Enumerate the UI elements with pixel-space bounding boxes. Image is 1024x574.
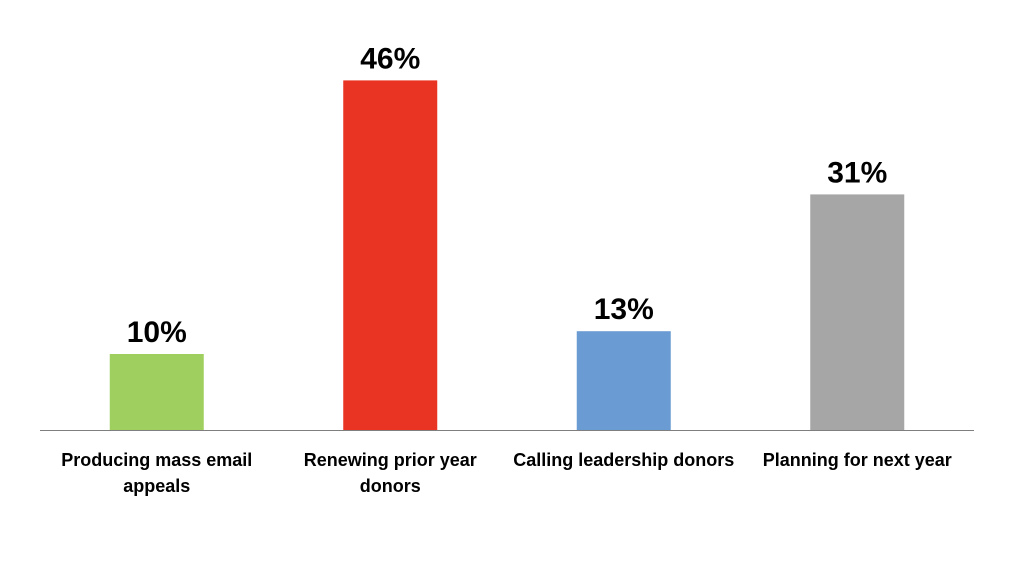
- value-labels-group: 10% 46% 13% 31%: [127, 42, 888, 349]
- category-label-line: donors: [360, 476, 421, 496]
- bar-3: [576, 331, 671, 430]
- bar-2: [343, 80, 438, 431]
- category-label-line: appeals: [123, 476, 190, 496]
- bars-group: [109, 80, 905, 431]
- category-label-4: Planning for next year: [763, 450, 952, 470]
- data-label-4: 31%: [827, 156, 887, 189]
- data-label-2: 46%: [360, 42, 420, 75]
- category-label-line: Producing mass email: [61, 450, 252, 470]
- data-label-1: 10%: [127, 316, 187, 349]
- category-labels-group: Producing mass email appeals Renewing prio…: [61, 450, 952, 496]
- category-label-2: Renewing prior year donors: [304, 450, 477, 496]
- category-label-line: Planning for next year: [763, 450, 952, 470]
- category-label-line: Renewing prior year: [304, 450, 477, 470]
- bar-1: [109, 354, 204, 430]
- bar-4: [810, 194, 905, 430]
- category-label-3: Calling leadership donors: [513, 450, 734, 470]
- category-label-1: Producing mass email appeals: [61, 450, 252, 496]
- data-label-3: 13%: [594, 293, 654, 326]
- category-label-line: Calling leadership donors: [513, 450, 734, 470]
